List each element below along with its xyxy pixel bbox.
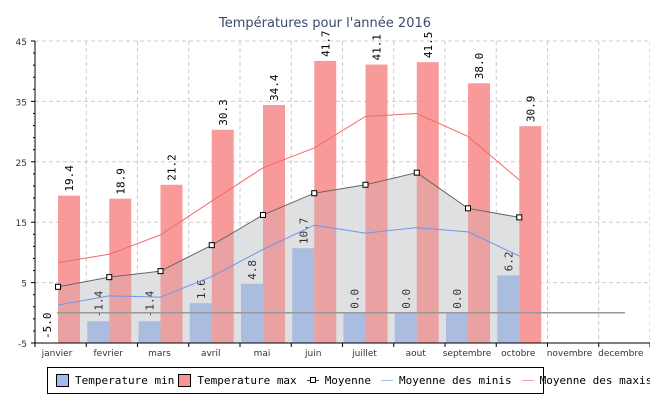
legend-label: Temperature min: [75, 374, 175, 387]
bar-min: [292, 248, 315, 343]
bar-min: [394, 312, 417, 343]
moyenne-marker: [106, 274, 113, 281]
x-tick-label: novembre: [547, 349, 593, 359]
legend-line-maxis: [521, 380, 534, 381]
bar-max: [468, 83, 490, 343]
data-label-min: 6.2: [502, 251, 515, 271]
legend-item-moyenne: Moyenne: [301, 374, 371, 387]
x-tick-label: juillet: [351, 349, 377, 359]
y-tick-label: 45: [16, 38, 27, 48]
legend-line-minis: [381, 380, 394, 381]
bar-min: [87, 321, 110, 343]
bar-max: [109, 198, 132, 343]
x-tick-label: fevrier: [94, 349, 124, 359]
data-label-max: 34.4: [268, 74, 281, 101]
x-tick-label: aout: [406, 349, 427, 359]
moyenne-marker: [465, 205, 471, 212]
x-tick-label: decembre: [598, 349, 644, 359]
moyenne-area-overlay: [58, 172, 520, 343]
bar-max: [416, 62, 439, 343]
legend-swatch-min: [56, 374, 69, 387]
bar-max: [519, 126, 542, 343]
data-label-min: 10.7: [297, 218, 310, 245]
chart-title: Températures pour l'année 2016: [218, 16, 432, 31]
data-label-max: 41.5: [422, 32, 435, 59]
legend-label: Temperature max: [197, 374, 297, 387]
legend: Temperature min Temperature max Moyenne …: [47, 367, 650, 394]
legend-item-min: Temperature min: [56, 374, 174, 387]
y-tick-label: 5: [21, 280, 27, 290]
legend-swatch-max: [178, 374, 192, 387]
data-label-min: 0.0: [451, 289, 464, 309]
moyenne-marker: [516, 214, 523, 221]
line-moyenne-minis: [57, 224, 520, 306]
legend-label: Moyenne: [324, 374, 372, 387]
bar-max: [58, 195, 80, 343]
bar-min: [497, 275, 520, 343]
data-label-max: 19.4: [63, 165, 76, 192]
data-label-max: 21.2: [166, 154, 179, 181]
x-tick-label: avril: [201, 349, 221, 359]
legend-label: Moyenne des maxis: [539, 374, 650, 387]
legend-item-max: Temperature max: [178, 374, 297, 387]
moyenne-marker: [55, 283, 61, 290]
data-label-min: 4.8: [246, 260, 259, 280]
bar-min: [343, 312, 366, 343]
data-label-max: 18.9: [114, 168, 127, 195]
data-label-max: 38.0: [473, 53, 486, 80]
x-tick-label: octobre: [501, 349, 536, 359]
data-label-min: 0.0: [349, 289, 362, 309]
moyenne-marker: [208, 242, 215, 249]
bar-max: [263, 105, 285, 343]
x-tick-label: mai: [254, 349, 271, 359]
moyenne-marker: [157, 268, 164, 275]
x-tick-label: juin: [304, 349, 321, 359]
bar-min: [138, 321, 161, 343]
data-label-max: 41.1: [371, 34, 384, 61]
y-tick-label: 15: [16, 219, 27, 229]
data-label-min: 0.0: [400, 289, 413, 309]
x-tick-label: septembre: [443, 349, 492, 359]
y-tick-label: -5: [18, 340, 27, 350]
moyenne-marker: [362, 181, 369, 188]
legend-item-moyenne-maxis: Moyenne des maxis: [516, 374, 650, 387]
bar-min: [446, 312, 468, 343]
x-tick-label: janvier: [41, 349, 73, 359]
line-moyenne-maxis: [57, 112, 520, 264]
moyenne-marker: [260, 211, 266, 218]
x-tick-label: mars: [148, 349, 171, 359]
bar-max: [365, 64, 388, 343]
bar-max: [211, 129, 234, 343]
data-label-max: 30.9: [524, 96, 537, 123]
y-tick-label: 35: [16, 98, 27, 108]
data-label-min: -5.0: [41, 313, 54, 340]
legend-marker-moyenne: [306, 377, 319, 383]
line-moyenne: [57, 172, 520, 288]
moyenne-marker: [413, 169, 420, 176]
legend-item-moyenne-minis: Moyenne des minis: [375, 374, 512, 387]
data-label-max: 41.7: [319, 30, 332, 57]
bar-max: [314, 60, 337, 343]
data-label-max: 30.3: [217, 99, 230, 126]
moyenne-marker: [311, 190, 318, 197]
legend-label: Moyenne des minis: [399, 374, 512, 387]
data-label-min: 1.6: [195, 279, 208, 299]
y-tick-label: 25: [16, 159, 27, 169]
